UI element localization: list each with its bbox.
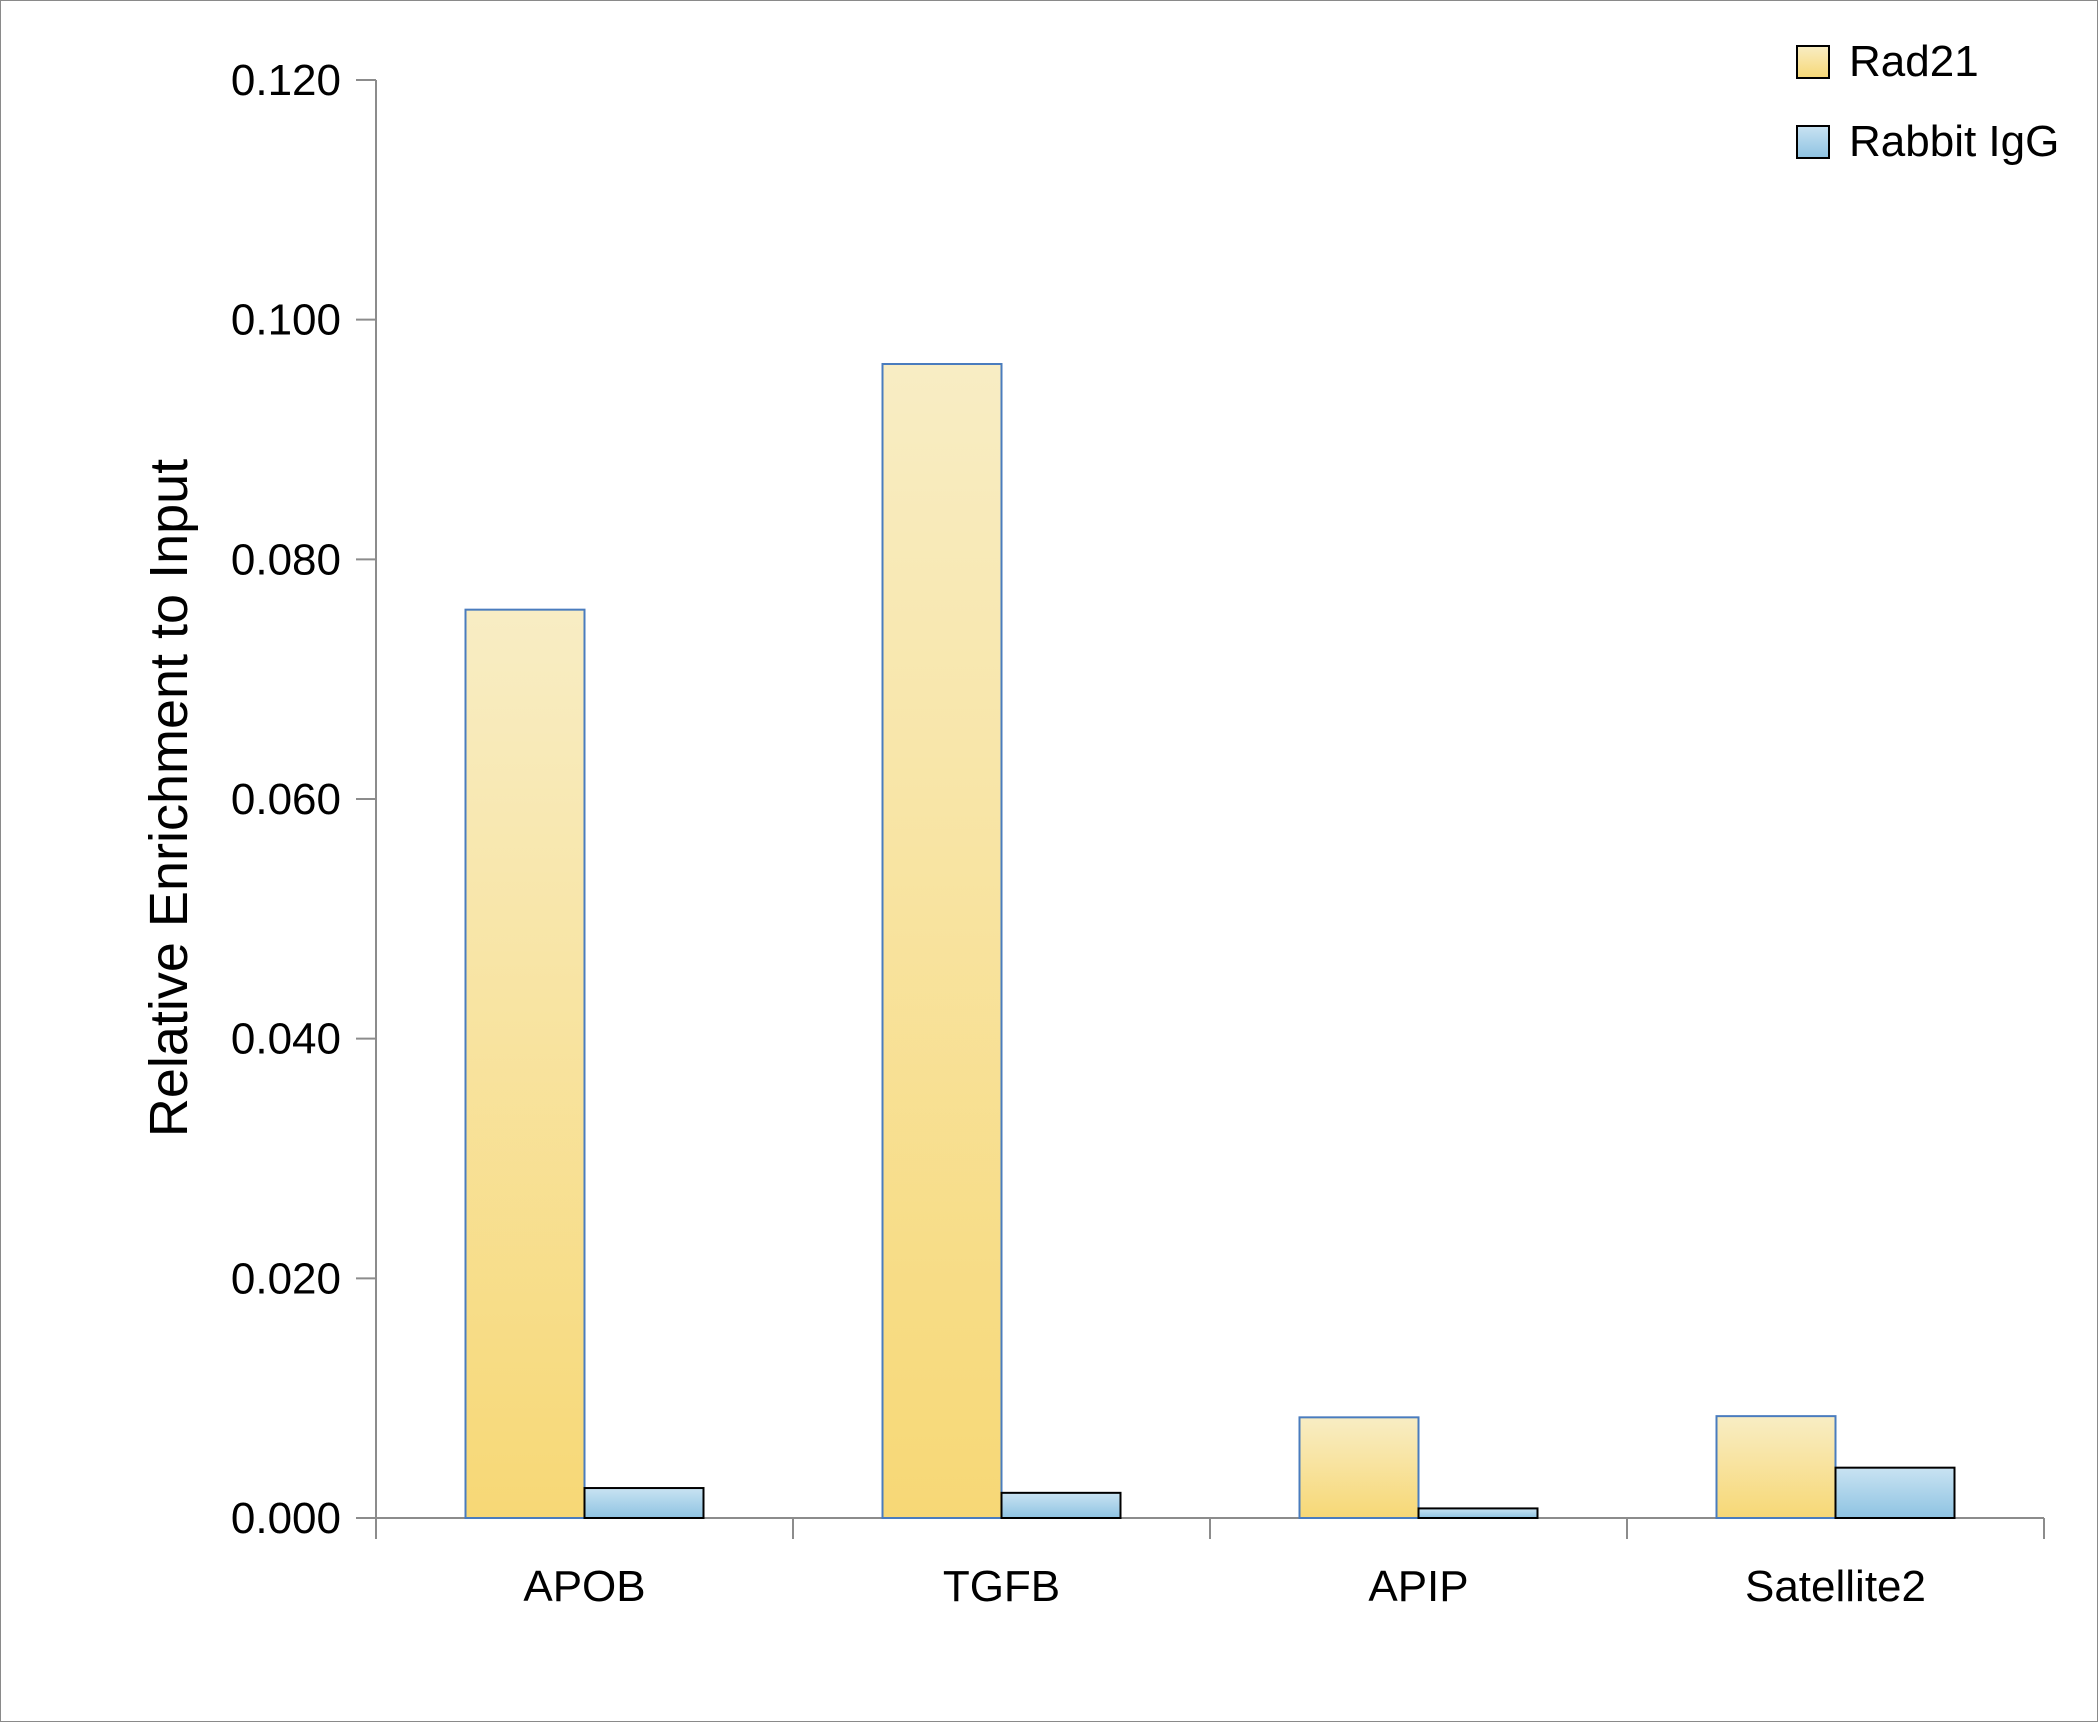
bar-rabbit-igg: [1000, 1491, 1122, 1519]
bar-rad21: [881, 363, 1003, 1519]
bar-rabbit-igg: [1417, 1507, 1539, 1519]
bar-rabbit-igg: [1834, 1466, 1956, 1520]
legend-swatch: [1796, 45, 1830, 79]
x-axis: APOB TGFB APIP Satellite2: [375, 1517, 2045, 1611]
y-tick-label: 0.120: [231, 56, 341, 105]
y-tick-label: 0.020: [231, 1254, 341, 1303]
x-category-label: APIP: [1368, 1562, 1468, 1611]
y-tick-label: 0.040: [231, 1015, 341, 1064]
y-axis-title: Relative Enrichment to Input: [139, 459, 199, 1137]
y-tick-label: 0.060: [231, 775, 341, 824]
bars: [464, 363, 1956, 1520]
legend-label: Rabbit IgG: [1849, 117, 2059, 166]
legend-label: Rad21: [1849, 37, 1979, 86]
y-tick-label: 0.100: [231, 296, 341, 345]
bar-rad21: [1715, 1415, 1837, 1520]
bar-rad21: [1298, 1416, 1420, 1519]
x-category-label: Satellite2: [1745, 1562, 1926, 1611]
bar-rabbit-igg: [583, 1487, 705, 1519]
bar-rad21: [464, 608, 586, 1519]
legend-swatch: [1796, 125, 1830, 159]
x-category-label: TGFB: [943, 1562, 1060, 1611]
y-tick-label: 0.080: [231, 535, 341, 584]
x-category-label: APOB: [523, 1562, 645, 1611]
legend: Rad21 Rabbit IgG: [1796, 37, 2059, 166]
y-tick-label: 0.000: [231, 1494, 341, 1543]
y-axis: 0.000 0.020 0.040 0.060 0.080 0.100 0.120: [231, 56, 377, 1543]
